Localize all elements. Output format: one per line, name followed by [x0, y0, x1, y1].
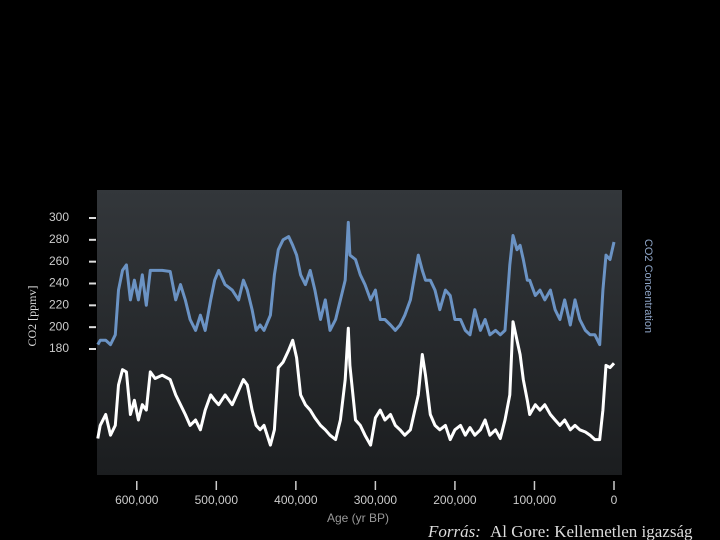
x-tick-label: 600,000 [115, 493, 159, 507]
y-tick-label: 300 [49, 210, 69, 224]
y-tick-label: 280 [49, 232, 69, 246]
y-tick-label: 180 [49, 341, 69, 355]
x-tick-label: 500,000 [195, 493, 239, 507]
y-tick-label: 200 [49, 319, 69, 333]
x-tick-label: 300,000 [354, 493, 398, 507]
x-tick-label: 0 [611, 493, 618, 507]
y-tick-label: 260 [49, 254, 69, 268]
plot-panel [97, 190, 622, 475]
x-tick-label: 100,000 [513, 493, 557, 507]
y-tick-label: 220 [49, 298, 69, 312]
series-line [96, 220, 616, 347]
source-label: Forrás: [427, 522, 481, 540]
source: Al Gore: Kellemetlen igazság [490, 522, 693, 540]
y-axis-label: CO2 [ppmv] [25, 286, 39, 347]
x-axis-label: Age (yr BP) [327, 511, 389, 525]
y-tick-label: 240 [49, 276, 69, 290]
series-line [96, 320, 616, 447]
y2-axis-label: CO2 Concentration [642, 239, 654, 333]
x-tick-label: 200,000 [433, 493, 477, 507]
x-tick-label: 400,000 [274, 493, 318, 507]
